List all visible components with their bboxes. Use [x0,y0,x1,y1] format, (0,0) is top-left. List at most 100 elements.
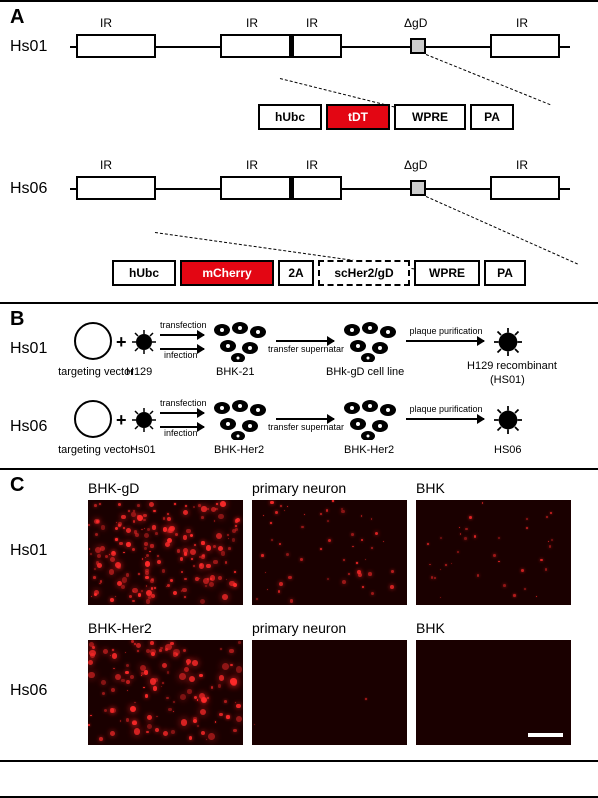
micro-title: BHK-gD [88,480,139,496]
cassette-text: scHer2/gD [334,266,393,280]
virus-icon [494,406,522,434]
bhkher2-label: BHK-Her2 [214,444,264,456]
arrow-label-plaque: plaque purification [406,326,486,336]
plus-icon: + [116,410,127,431]
cassette-text: PA [484,110,500,124]
panel-divider [0,468,598,470]
cassette-text: WPRE [412,110,448,124]
ir-label: IR [246,16,258,30]
ir-box [76,34,156,58]
hs01-in-label: Hs01 [130,444,156,456]
micro-title: BHK [416,620,445,636]
ir-label: IR [100,158,112,172]
micrograph [416,500,571,605]
arrow-label-transfection: transfection [160,320,207,330]
cassette-mcherry: mCherry [180,260,274,286]
micrograph [252,500,407,605]
cassette-text: PA [497,266,513,280]
bhkher2-label2: BHK-Her2 [344,444,394,456]
row-label-hs01: Hs01 [10,38,47,56]
ir-box [490,176,560,200]
targeting-vector-circle [74,400,112,438]
cassette-wpre: WPRE [414,260,480,286]
micro-title: BHK-Her2 [88,620,152,636]
arrow-transfection [160,412,204,414]
arrow-label-transfection: transfection [160,398,207,408]
micrograph [88,640,243,745]
delta-gd-box [410,180,426,196]
plus-icon: + [116,332,127,353]
ir-label: IR [306,158,318,172]
cells-icon [340,320,400,362]
arrow-label-transfer: transfer supernatar [262,344,350,354]
hs06-out-label: HS06 [494,444,522,456]
cells-icon [210,320,270,362]
ir-label: IR [246,158,258,172]
row-label-hs06: Hs06 [10,180,47,198]
cells-icon [210,398,270,440]
ir-label: IR [306,16,318,30]
h129-label: H129 [126,366,152,378]
panel-b-label: B [10,308,24,331]
arrow-transfection [160,334,204,336]
dash-lead [426,196,578,264]
cassette-text: hUbc [129,266,159,280]
cassette-hubc: hUbc [258,104,322,130]
ir-label: IR [100,16,112,30]
ir-box [220,176,292,200]
cassette-text: hUbc [275,110,305,124]
panel-a-label: A [10,6,24,29]
row-label-hs01-b: Hs01 [10,340,47,358]
arrow-plaque [406,340,484,342]
cassette-text: WPRE [429,266,465,280]
virus-icon [132,408,156,432]
targeting-vector-label: targeting vector [56,444,136,456]
ir-label: IR [516,158,528,172]
ir-box [292,34,342,58]
delta-gd-box [410,38,426,54]
cassette-text: tDT [348,110,368,124]
ir-label: IR [516,16,528,30]
arrow-label-transfer: transfer supernatar [262,422,350,432]
delta-gd-label: ΔgD [404,158,427,172]
targeting-vector-label: targeting vector [56,366,136,378]
micrograph [416,640,571,745]
panel-divider [0,302,598,304]
recombinant-label: H129 recombinant [452,360,572,372]
cassette-scher2gd: scHer2/gD [318,260,410,286]
virus-icon [494,328,522,356]
arrow-label-plaque: plaque purification [406,404,486,414]
cassette-pa: PA [470,104,514,130]
arrow-transfer [276,418,334,420]
arrow-label-infection: infection [164,350,198,360]
micrograph [252,640,407,745]
arrow-label-infection: infection [164,428,198,438]
micrograph [88,500,243,605]
micro-title: primary neuron [252,620,346,636]
ir-box [76,176,156,200]
row-label-hs06-c: Hs06 [10,682,47,700]
cassette-text: 2A [288,266,303,280]
micro-title: BHK [416,480,445,496]
recombinant-label2: (HS01) [490,374,525,386]
cassette-text: mCherry [202,266,251,280]
ir-box [220,34,292,58]
delta-gd-label: ΔgD [404,16,427,30]
cassette-wpre: WPRE [394,104,466,130]
panel-divider [0,760,598,762]
cassette-tdt: tDT [326,104,390,130]
row-label-hs01-c: Hs01 [10,542,47,560]
arrow-transfer [276,340,334,342]
cells-icon [340,398,400,440]
arrow-plaque [406,418,484,420]
row-label-hs06-b: Hs06 [10,418,47,436]
targeting-vector-circle [74,322,112,360]
dash-lead [426,54,551,105]
panel-c-label: C [10,474,24,497]
ir-box [490,34,560,58]
scale-bar [528,733,563,737]
micro-title: primary neuron [252,480,346,496]
ir-box [292,176,342,200]
cassette-2a: 2A [278,260,314,286]
cassette-hubc: hUbc [112,260,176,286]
